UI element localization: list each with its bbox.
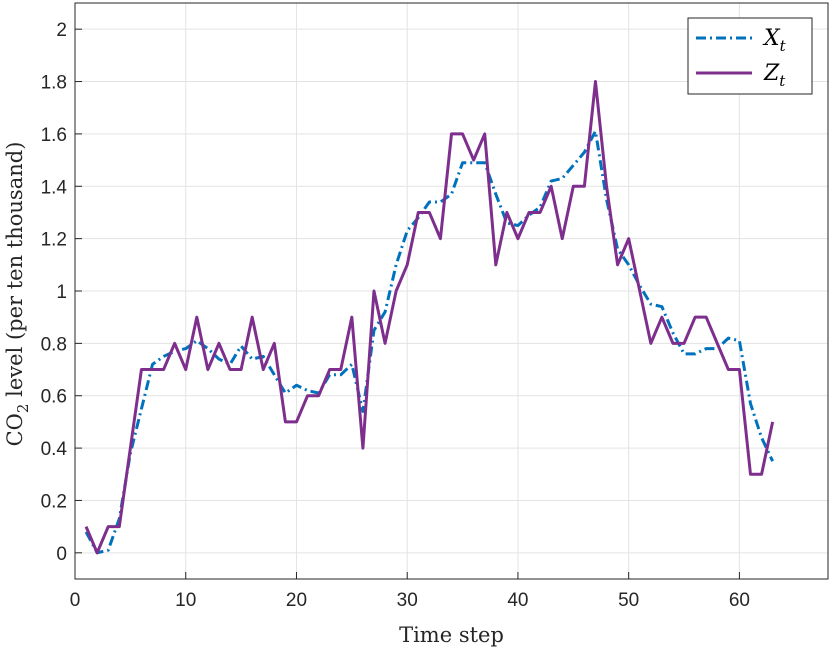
legend-label-z-name: Z: [763, 61, 780, 86]
legend-label-z-subscript: t: [779, 72, 786, 90]
legend-label-x-name: X: [762, 26, 781, 51]
ticks: [74, 28, 740, 579]
x-tick-label-40: 40: [507, 590, 528, 611]
y-tick-label-1: 1: [56, 282, 67, 303]
y-tick-label-0: 0: [56, 544, 67, 565]
x-tick-label-30: 30: [397, 590, 418, 611]
x-tick-label-0: 0: [70, 590, 81, 611]
series-line-z: [84, 80, 775, 555]
y-axis-title-prefix: CO: [3, 413, 27, 446]
y-tick-label-1-8: 1.8: [41, 73, 67, 94]
y-axis-title: CO2 level (per ten thousand): [3, 142, 32, 447]
y-tick-label-1-6: 1.6: [41, 125, 67, 146]
y-tick-label-2: 2: [56, 20, 67, 41]
x-tick-label-60: 60: [729, 590, 750, 611]
legend-label-x: Xt: [762, 26, 787, 55]
series-layer: [84, 80, 775, 555]
legend: Xt Zt: [687, 17, 813, 95]
legend-label-x-subscript: t: [780, 37, 787, 55]
x-tick-label-10: 10: [175, 590, 196, 611]
x-axis-title: Time step: [399, 623, 504, 647]
y-axis-title-suffix: level (per ten thousand): [3, 142, 27, 404]
y-tick-label-1-2: 1.2: [41, 230, 67, 251]
y-tick-label-0-4: 0.4: [41, 439, 68, 460]
y-tick-label-0-2: 0.2: [41, 491, 67, 512]
tick-labels: 0 10 20 30 40 50 60 0 0.2 0.4 0.6 0.8 1 1.2 1.4 1.6 1.8 2: [41, 20, 750, 611]
x-tick-label-20: 20: [286, 590, 307, 611]
legend-label-z: Zt: [763, 61, 786, 90]
x-tick-label-50: 50: [618, 590, 639, 611]
y-tick-label-1-4: 1.4: [41, 177, 68, 198]
y-tick-label-0-6: 0.6: [41, 387, 67, 408]
y-tick-label-0-8: 0.8: [41, 334, 67, 355]
series-line-x: [84, 129, 774, 555]
y-axis-title-subscript: 2: [14, 404, 32, 414]
legend-box: [687, 17, 813, 95]
